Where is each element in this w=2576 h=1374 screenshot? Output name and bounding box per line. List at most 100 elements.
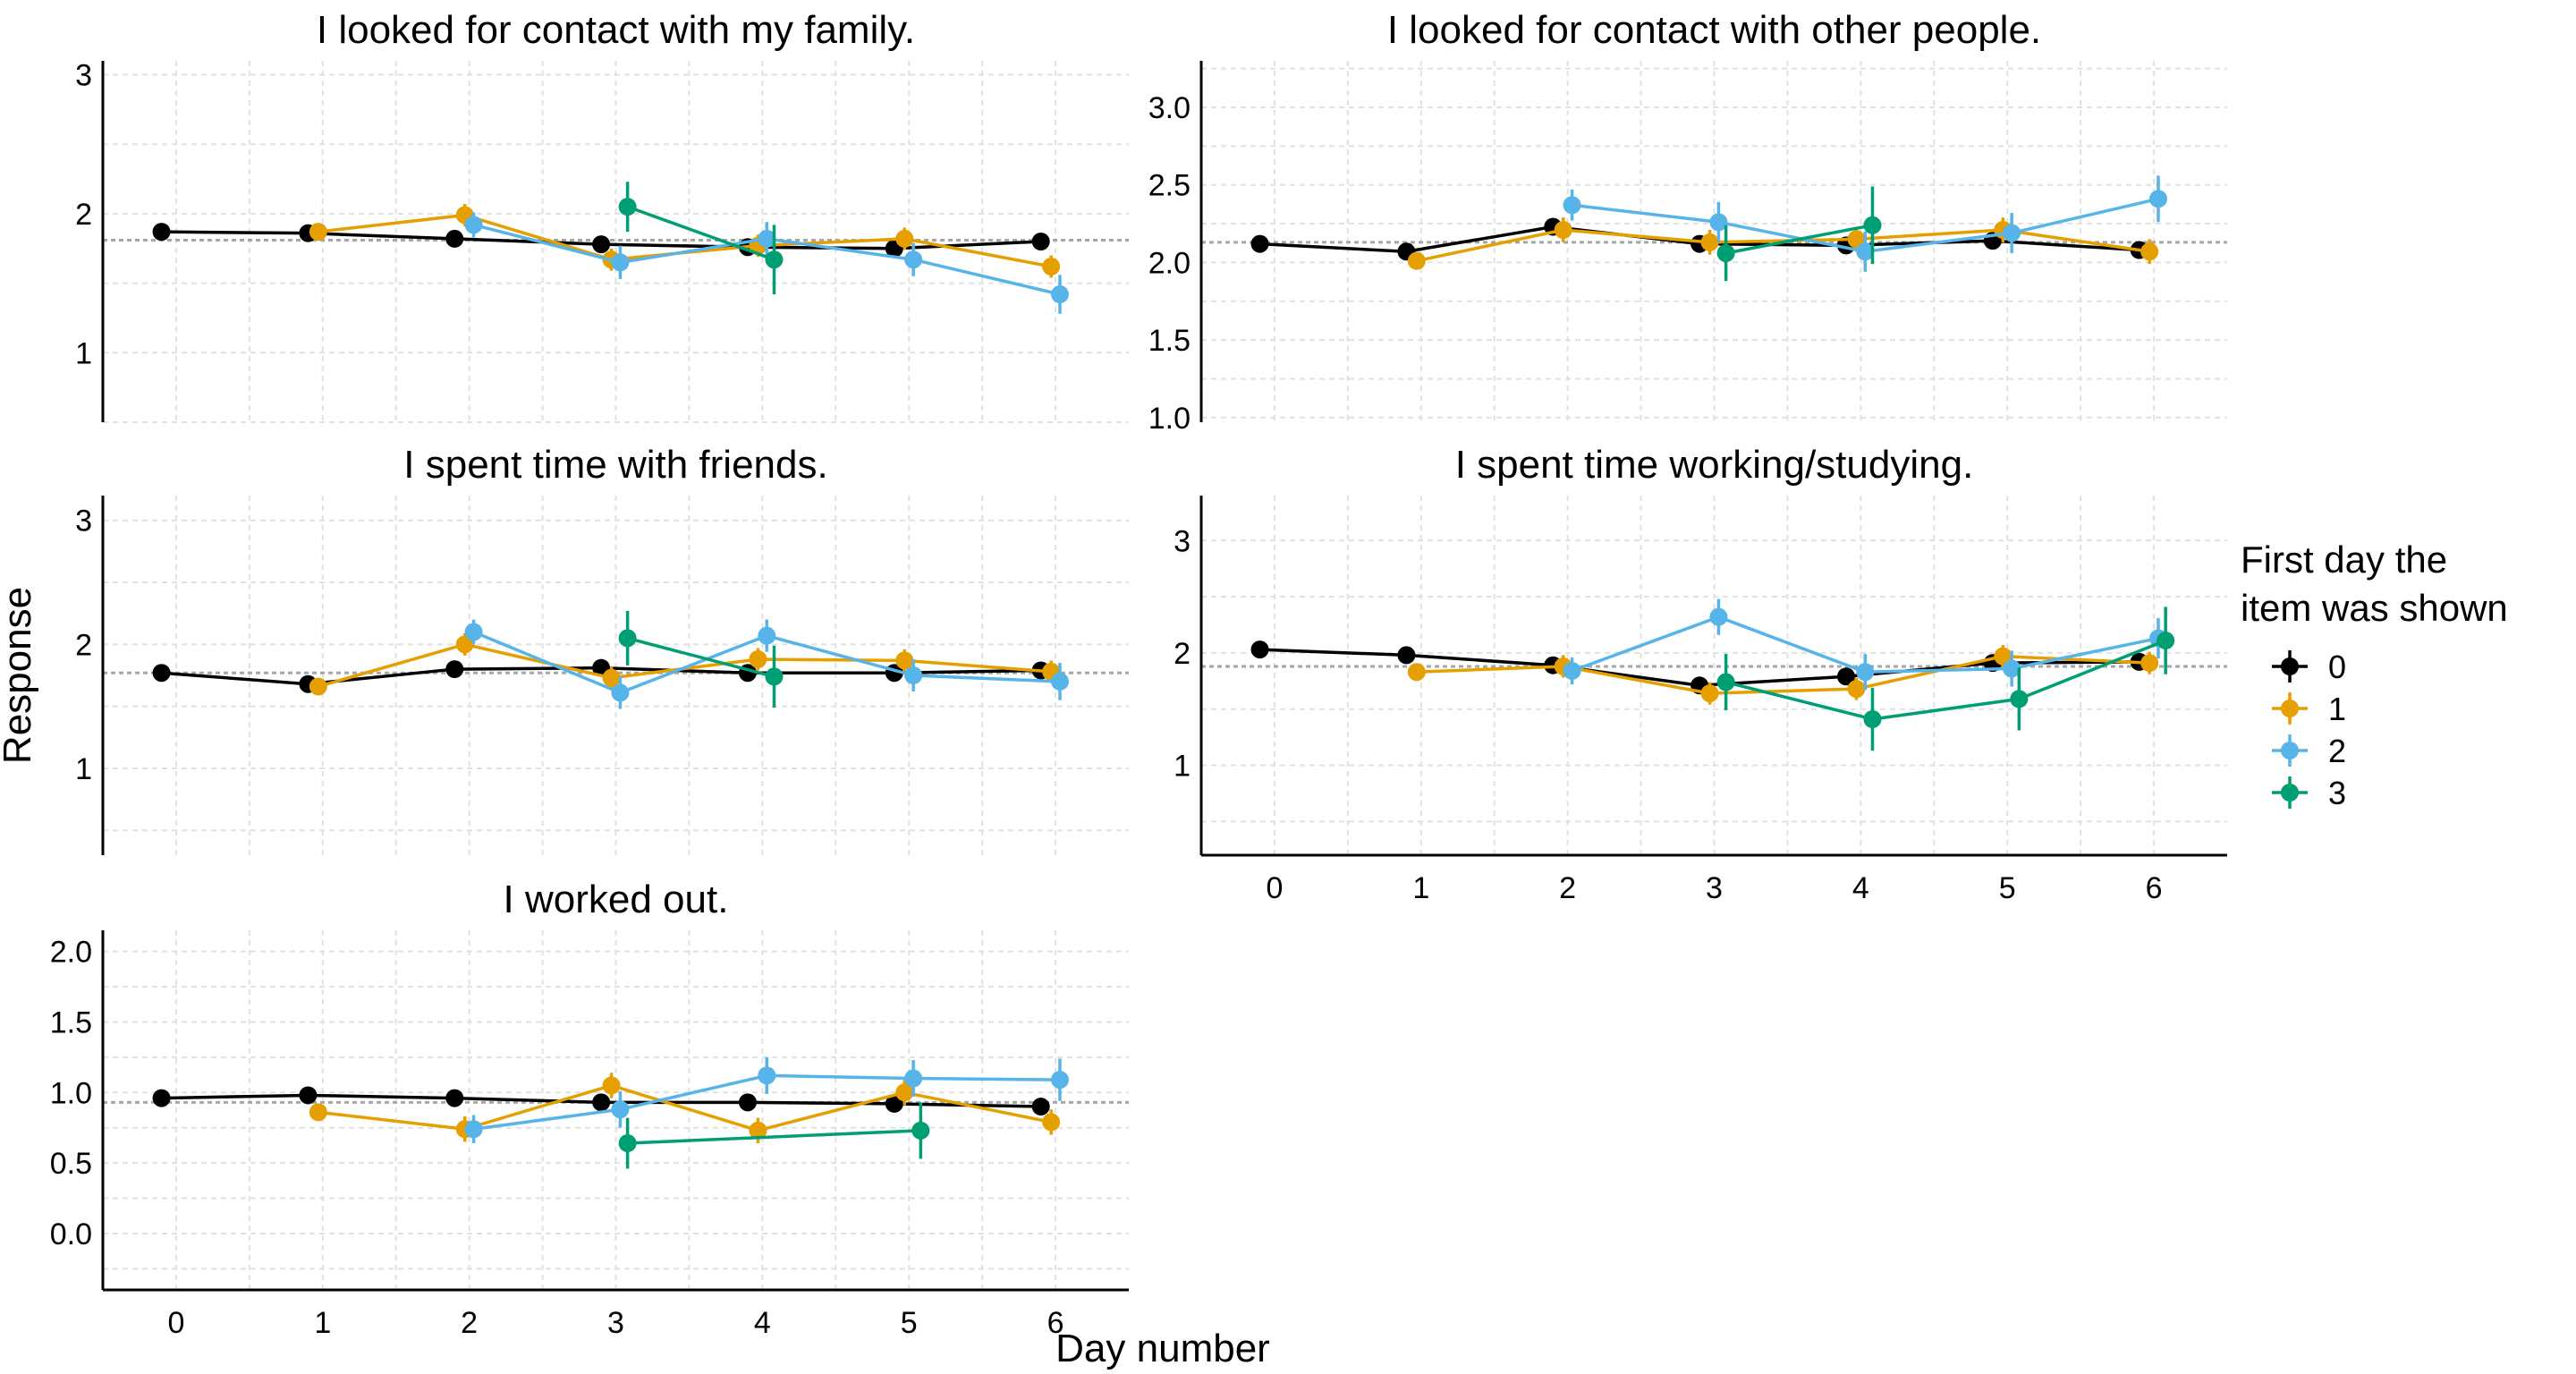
data-point xyxy=(152,1089,171,1107)
y-tick-label: 1.0 xyxy=(1148,402,1191,436)
y-tick-label: 2.0 xyxy=(1148,246,1191,280)
y-axis-title: Response xyxy=(0,587,39,764)
x-tick-label: 4 xyxy=(1852,871,1869,905)
panel-title: I looked for contact with my family. xyxy=(317,8,915,52)
x-tick-label: 4 xyxy=(754,1306,771,1340)
data-point xyxy=(765,667,784,686)
series-2 xyxy=(1563,598,2167,691)
legend-key-point xyxy=(2281,742,2299,759)
data-point xyxy=(309,1103,327,1122)
legend-key-point xyxy=(2281,700,2299,717)
data-point xyxy=(1050,285,1069,304)
legend-label: 2 xyxy=(2328,733,2346,769)
y-tick-label: 3 xyxy=(75,505,92,539)
series-3 xyxy=(618,610,784,708)
legend-items: 0 1 2 3 xyxy=(2272,649,2346,811)
data-point xyxy=(1042,1113,1061,1132)
data-point xyxy=(2157,632,2175,650)
series-3 xyxy=(1716,606,2175,751)
series-line xyxy=(1416,654,2150,695)
series-line xyxy=(1725,224,1873,255)
data-point xyxy=(1856,663,1875,682)
panel-2: I spent time with friends. 1 2 3 xyxy=(75,443,1129,855)
data-point xyxy=(618,198,637,216)
x-tick-label: 1 xyxy=(314,1306,331,1340)
legend-key-point xyxy=(2281,657,2299,675)
data-point xyxy=(464,216,483,234)
series-line xyxy=(627,1129,921,1145)
data-point xyxy=(1856,242,1875,261)
data-point xyxy=(1563,661,1581,680)
data-point xyxy=(749,1121,767,1140)
y-tick-label: 2 xyxy=(1174,637,1191,671)
data-point xyxy=(1716,673,1735,691)
data-point xyxy=(895,651,914,670)
data-point xyxy=(1031,1098,1050,1116)
data-point xyxy=(2148,190,2167,208)
series-3 xyxy=(618,1102,930,1169)
data-point xyxy=(758,626,776,645)
series-1 xyxy=(309,632,1061,696)
data-point xyxy=(738,1093,757,1112)
data-point xyxy=(2003,224,2021,242)
data-point xyxy=(602,1076,621,1095)
data-point xyxy=(2140,242,2159,261)
legend-title-line1: First day the xyxy=(2241,539,2447,581)
panel-title: I spent time working/studying. xyxy=(1455,443,1974,487)
x-tick-label: 2 xyxy=(1559,871,1576,905)
data-point xyxy=(602,668,621,687)
x-tick-label: 6 xyxy=(1047,1306,1064,1340)
x-tick-label: 2 xyxy=(461,1306,478,1340)
data-point xyxy=(2010,690,2029,708)
y-tick-label: 0.5 xyxy=(50,1147,92,1181)
data-point xyxy=(455,635,474,654)
panel-1: I looked for contact with other people. 1… xyxy=(1148,8,2227,436)
data-point xyxy=(1250,234,1269,253)
data-point xyxy=(445,229,464,248)
data-point xyxy=(911,1121,930,1140)
y-tick-label: 0.0 xyxy=(50,1217,92,1251)
panel-title: I looked for contact with other people. xyxy=(1387,8,2041,52)
data-point xyxy=(618,629,637,648)
legend-key-point xyxy=(2281,784,2299,802)
series-2 xyxy=(464,1056,1069,1144)
data-point xyxy=(309,677,327,696)
data-point xyxy=(758,229,776,248)
data-point xyxy=(2140,654,2159,673)
data-point xyxy=(1700,684,1719,703)
data-point xyxy=(1407,663,1426,682)
data-point xyxy=(1050,672,1069,691)
data-point xyxy=(1709,607,1728,626)
x-tick-label: 5 xyxy=(901,1306,918,1340)
data-point xyxy=(2003,659,2021,678)
legend: First day the item was shown 0 1 2 3 xyxy=(2241,539,2508,811)
data-point xyxy=(1042,257,1061,276)
data-point xyxy=(1863,709,1882,728)
data-point xyxy=(445,1089,464,1107)
data-point xyxy=(1407,251,1426,270)
x-tick-label: 6 xyxy=(2146,871,2163,905)
data-point xyxy=(1863,216,1882,234)
data-point xyxy=(1847,680,1866,699)
data-point xyxy=(904,666,923,684)
panel-3: I spent time working/studying. 1 2 3 0 1 2 3 4 5 6 xyxy=(1174,443,2227,905)
data-point xyxy=(1836,667,1855,686)
y-tick-label: 1.0 xyxy=(50,1076,92,1110)
data-point xyxy=(299,1086,318,1105)
data-point xyxy=(749,649,767,668)
data-point xyxy=(1847,230,1866,249)
x-tick-label: 5 xyxy=(1999,871,2016,905)
data-point xyxy=(904,1069,923,1088)
legend-label: 1 xyxy=(2328,691,2346,727)
x-axis-title: Day number xyxy=(1055,1327,1270,1370)
data-point xyxy=(1397,646,1416,665)
data-point xyxy=(765,250,784,269)
series-line xyxy=(318,1083,1052,1132)
data-point xyxy=(1050,1071,1069,1090)
data-point xyxy=(445,660,464,679)
data-point xyxy=(1250,640,1269,659)
data-point xyxy=(895,229,914,248)
series-2 xyxy=(464,212,1069,314)
data-point xyxy=(1709,213,1728,232)
data-point xyxy=(464,1120,483,1139)
